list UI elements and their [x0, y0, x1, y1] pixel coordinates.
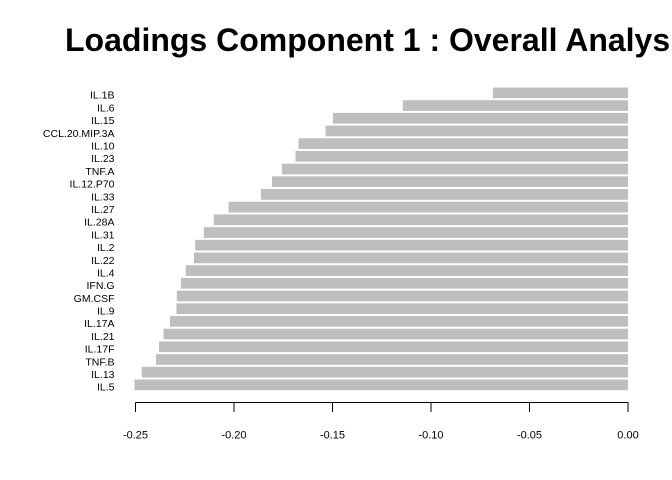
- svg-text:GM.CSF: GM.CSF: [74, 293, 115, 305]
- svg-text:-0.20: -0.20: [221, 430, 246, 442]
- svg-text:IL.13: IL.13: [91, 369, 115, 381]
- svg-text:IL.10: IL.10: [91, 140, 115, 152]
- svg-text:IL.17A: IL.17A: [84, 318, 114, 330]
- svg-text:IL.4: IL.4: [97, 267, 115, 279]
- svg-text:-0.25: -0.25: [123, 430, 148, 442]
- svg-text:IL.9: IL.9: [97, 306, 115, 318]
- svg-text:IL.27: IL.27: [91, 204, 115, 216]
- svg-text:IL.33: IL.33: [91, 191, 115, 203]
- svg-text:IL.15: IL.15: [91, 115, 115, 127]
- svg-text:IFN.G: IFN.G: [87, 280, 115, 292]
- svg-text:0.00: 0.00: [617, 430, 638, 442]
- svg-text:IL.31: IL.31: [91, 229, 115, 241]
- svg-text:-0.15: -0.15: [320, 430, 345, 442]
- svg-text:IL.21: IL.21: [91, 331, 115, 343]
- svg-text:IL.22: IL.22: [91, 255, 115, 267]
- svg-text:IL.1B: IL.1B: [90, 90, 115, 102]
- svg-text:-0.05: -0.05: [517, 430, 542, 442]
- svg-text:IL.12.P70: IL.12.P70: [70, 179, 115, 191]
- svg-text:IL.2: IL.2: [97, 242, 115, 254]
- svg-text:IL.6: IL.6: [97, 102, 115, 114]
- svg-text:Loadings Component 1 : Overall: Loadings Component 1 : Overall Analys: [65, 22, 670, 58]
- svg-text:TNF.B: TNF.B: [85, 356, 114, 368]
- svg-text:IL.17F: IL.17F: [85, 344, 115, 356]
- svg-text:IL.28A: IL.28A: [84, 217, 114, 229]
- svg-text:TNF.A: TNF.A: [85, 166, 114, 178]
- svg-text:IL.5: IL.5: [97, 382, 115, 394]
- svg-text:IL.23: IL.23: [91, 153, 115, 165]
- svg-text:-0.10: -0.10: [418, 430, 443, 442]
- svg-text:CCL.20.MIP.3A: CCL.20.MIP.3A: [43, 128, 115, 140]
